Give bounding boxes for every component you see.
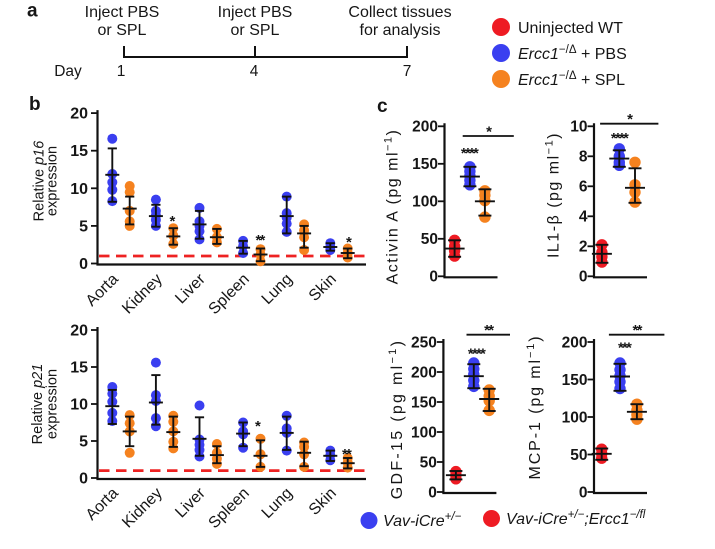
- svg-text:expression: expression: [45, 146, 61, 216]
- svg-text:7: 7: [403, 63, 412, 80]
- svg-text:c: c: [377, 96, 388, 117]
- svg-text:a: a: [27, 1, 38, 22]
- svg-text:for analysis: for analysis: [360, 22, 441, 39]
- svg-text:250: 250: [411, 334, 437, 351]
- svg-text:50: 50: [420, 454, 437, 471]
- svg-text:150: 150: [412, 156, 438, 173]
- svg-text:***: ***: [618, 340, 632, 357]
- svg-text:150: 150: [562, 372, 588, 389]
- svg-text:200: 200: [412, 119, 438, 136]
- svg-text:*: *: [346, 234, 352, 251]
- svg-text:Relative p21: Relative p21: [30, 364, 46, 445]
- svg-text:MCP-1 (pg ml−1): MCP-1 (pg ml−1): [525, 334, 544, 479]
- svg-text:expression: expression: [45, 369, 61, 439]
- svg-text:0: 0: [579, 484, 588, 501]
- svg-text:100: 100: [411, 424, 437, 441]
- svg-text:1: 1: [117, 63, 126, 80]
- svg-text:6: 6: [579, 179, 588, 196]
- svg-text:Activin A (pg ml−1): Activin A (pg ml−1): [383, 129, 402, 285]
- svg-text:0: 0: [428, 484, 437, 501]
- svg-text:50: 50: [421, 231, 438, 248]
- svg-text:20: 20: [70, 323, 88, 340]
- svg-text:or SPL: or SPL: [231, 22, 280, 39]
- svg-text:150: 150: [411, 394, 437, 411]
- svg-text:*: *: [255, 418, 261, 435]
- svg-text:0: 0: [429, 269, 438, 286]
- svg-text:5: 5: [79, 434, 88, 451]
- svg-text:**: **: [633, 322, 643, 339]
- svg-text:Collect tissues: Collect tissues: [348, 4, 451, 21]
- svg-text:**: **: [255, 232, 265, 249]
- svg-text:Ercc1−/Δ + PBS: Ercc1−/Δ + PBS: [518, 44, 627, 63]
- svg-text:0: 0: [579, 269, 588, 286]
- svg-text:4: 4: [250, 63, 259, 80]
- svg-text:15: 15: [70, 143, 88, 160]
- svg-text:Vav-iCre+/−: Vav-iCre+/−: [383, 511, 462, 530]
- svg-text:4: 4: [579, 209, 588, 226]
- svg-text:2: 2: [579, 239, 588, 256]
- svg-text:Relative p16: Relative p16: [32, 140, 48, 222]
- svg-text:20: 20: [70, 106, 88, 123]
- svg-text:10: 10: [570, 119, 587, 136]
- svg-text:200: 200: [411, 364, 437, 381]
- svg-text:100: 100: [562, 409, 588, 426]
- svg-text:Uninjected WT: Uninjected WT: [518, 20, 623, 37]
- svg-text:**: **: [484, 322, 494, 339]
- svg-text:15: 15: [70, 360, 88, 377]
- svg-text:****: ****: [611, 130, 629, 147]
- svg-text:****: ****: [461, 145, 479, 162]
- svg-text:100: 100: [412, 194, 438, 211]
- svg-text:IL1-β (pg ml−1): IL1-β (pg ml−1): [544, 132, 563, 258]
- svg-text:Day: Day: [54, 63, 82, 80]
- svg-text:10: 10: [70, 181, 88, 198]
- svg-text:200: 200: [562, 334, 588, 351]
- svg-text:0: 0: [79, 256, 88, 273]
- svg-text:****: ****: [468, 346, 486, 363]
- svg-text:*: *: [486, 123, 492, 140]
- svg-text:Inject PBS: Inject PBS: [85, 4, 160, 21]
- svg-text:10: 10: [70, 397, 88, 414]
- svg-text:Ercc1−/Δ + SPL: Ercc1−/Δ + SPL: [518, 70, 625, 89]
- svg-text:5: 5: [79, 218, 88, 235]
- svg-text:Inject PBS: Inject PBS: [218, 4, 293, 21]
- svg-text:*: *: [169, 213, 175, 230]
- svg-text:or SPL: or SPL: [98, 22, 147, 39]
- svg-text:8: 8: [579, 149, 588, 166]
- svg-text:**: **: [342, 446, 352, 463]
- svg-text:GDF-15 (pg ml−1): GDF-15 (pg ml−1): [387, 339, 406, 500]
- svg-text:*: *: [627, 111, 633, 128]
- svg-text:b: b: [29, 94, 41, 115]
- svg-text:50: 50: [570, 447, 587, 464]
- svg-text:0: 0: [79, 471, 88, 488]
- svg-text:Vav-iCre+/−;Ercc1−/fl: Vav-iCre+/−;Ercc1−/fl: [506, 509, 646, 528]
